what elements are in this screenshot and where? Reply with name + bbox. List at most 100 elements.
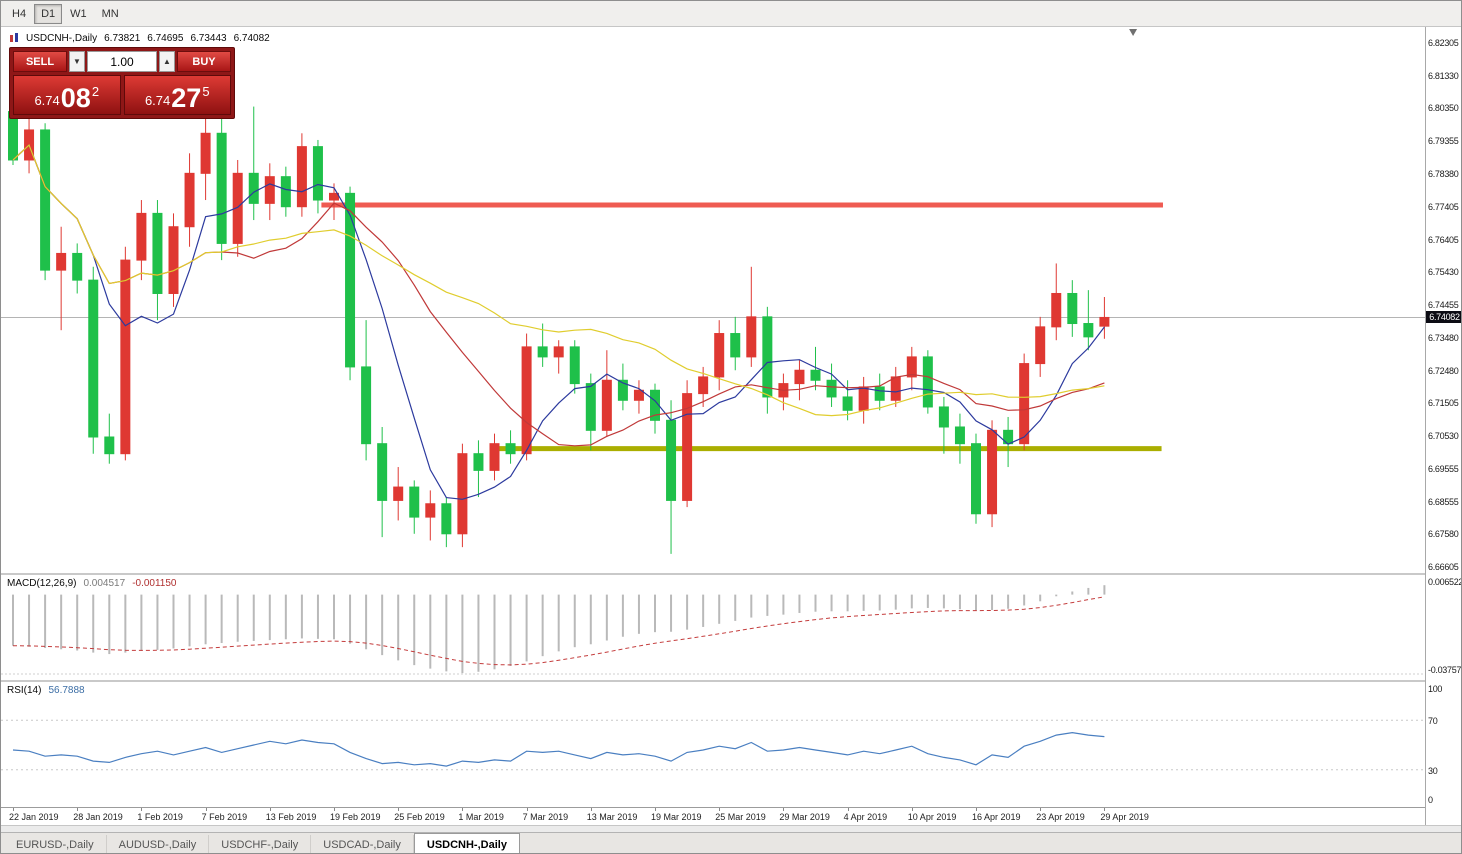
timeframe-button-d1[interactable]: D1 xyxy=(34,3,63,24)
rsi-axis-label: 0 xyxy=(1428,795,1433,805)
macd-chart[interactable] xyxy=(1,575,1425,680)
horizontal-scrollbar[interactable] xyxy=(1,825,1461,833)
bearish-candle xyxy=(762,316,773,398)
bullish-candle xyxy=(56,252,67,271)
price-axis-label: 6.82305 xyxy=(1428,38,1459,48)
bearish-candle xyxy=(473,453,484,471)
ohlc-close: 6.74082 xyxy=(233,33,270,44)
volume-increase-button[interactable]: ▲ xyxy=(159,51,175,72)
current-price-badge: 6.74082 xyxy=(1426,311,1461,324)
price-axis-label: 6.80350 xyxy=(1428,103,1459,114)
bullish-candle xyxy=(601,379,612,431)
time-axis-tick xyxy=(783,808,785,811)
tab-usdcad[interactable]: USDCAD-,Daily xyxy=(311,835,414,853)
price-axis-label: 6.72480 xyxy=(1428,365,1459,376)
bullish-candle xyxy=(393,486,404,501)
bearish-candle xyxy=(361,366,372,445)
price-axis-label: 6.78380 xyxy=(1428,169,1459,179)
bullish-candle xyxy=(168,226,179,294)
time-axis-label: 19 Mar 2019 xyxy=(651,812,702,822)
tab-eurusd[interactable]: EURUSD-,Daily xyxy=(4,835,107,853)
bullish-candle xyxy=(232,172,243,244)
bearish-candle xyxy=(152,212,163,294)
bullish-candle xyxy=(714,333,725,378)
volume-input[interactable] xyxy=(87,51,157,72)
buy-price-sup: 5 xyxy=(202,84,210,99)
bullish-candle xyxy=(987,429,998,515)
ohlc-low: 6.73443 xyxy=(190,33,227,44)
bearish-candle xyxy=(280,176,291,208)
bullish-candle xyxy=(200,132,211,174)
time-axis-tick xyxy=(911,808,913,811)
buy-price-display[interactable]: 6.74 27 5 xyxy=(123,75,231,115)
price-axis-label: 6.74455 xyxy=(1428,300,1459,310)
time-axis-label: 1 Mar 2019 xyxy=(458,812,504,822)
bullish-candle xyxy=(457,453,468,535)
rsi-axis-label: 30 xyxy=(1428,765,1438,776)
sell-price-display[interactable]: 6.74 08 2 xyxy=(13,75,121,115)
rsi-line xyxy=(12,731,1105,767)
time-axis-label: 19 Feb 2019 xyxy=(330,812,381,822)
time-axis-label: 25 Feb 2019 xyxy=(394,812,445,822)
bullish-candle xyxy=(746,316,757,358)
time-axis-label: 7 Feb 2019 xyxy=(201,812,248,822)
bearish-candle xyxy=(874,386,885,401)
bullish-candle xyxy=(184,172,195,228)
slow-ma-line xyxy=(12,143,1105,417)
caret-up-icon: ▲ xyxy=(163,57,171,66)
rsi-value: 56.7888 xyxy=(48,685,85,696)
time-axis-label: 10 Apr 2019 xyxy=(907,812,957,822)
tab-audusd[interactable]: AUDUSD-,Daily xyxy=(107,835,210,853)
rsi-axis-label: 70 xyxy=(1428,716,1438,727)
bullish-candle xyxy=(264,176,275,204)
bearish-candle xyxy=(537,346,548,358)
bullish-candle xyxy=(794,369,805,385)
price-axis-label: 6.81330 xyxy=(1428,70,1459,81)
bullish-candle xyxy=(1035,326,1046,365)
bullish-candle xyxy=(1099,316,1110,327)
time-axis-tick xyxy=(269,808,271,811)
sell-button[interactable]: SELL xyxy=(13,51,67,72)
candlestick-chart[interactable] xyxy=(1,27,1425,573)
bearish-candle xyxy=(938,406,949,428)
sell-price-prefix: 6.74 xyxy=(34,93,60,108)
timeframe-button-h4[interactable]: H4 xyxy=(5,4,33,24)
macd-axis-min: -0.03757 xyxy=(1428,665,1462,675)
price-axis-label: 6.73480 xyxy=(1428,332,1459,343)
time-axis-tick xyxy=(141,808,143,811)
caret-down-icon: ▼ xyxy=(73,57,81,66)
sell-price-big: 08 xyxy=(60,83,91,113)
time-axis-tick xyxy=(205,808,207,811)
price-axis-label: 6.75430 xyxy=(1428,267,1459,278)
rsi-chart[interactable] xyxy=(1,682,1425,807)
buy-button[interactable]: BUY xyxy=(177,51,231,72)
rsi-panel: RSI(14) 56.7888 xyxy=(1,682,1425,807)
bearish-candle xyxy=(826,379,837,398)
time-axis-tick xyxy=(334,808,335,811)
time-axis-tick xyxy=(1104,808,1106,811)
bearish-candle xyxy=(88,279,99,438)
price-axis-label: 6.70530 xyxy=(1428,431,1459,441)
bullish-candle xyxy=(890,376,901,401)
bullish-candle xyxy=(698,376,709,395)
chart-icon xyxy=(9,33,19,44)
fast-ma-line xyxy=(12,143,1105,500)
tab-usdcnh[interactable]: USDCNH-,Daily xyxy=(413,833,520,853)
time-axis-label: 4 Apr 2019 xyxy=(843,812,888,822)
timeframe-button-w1[interactable]: W1 xyxy=(63,4,94,24)
bearish-candle xyxy=(810,369,821,381)
macd-signal-line xyxy=(12,596,1105,666)
time-axis-label: 7 Mar 2019 xyxy=(522,812,569,822)
bullish-candle xyxy=(553,346,564,358)
price-axis[interactable]: 6.82305 6.81330 6.80350 6.79355 6.78380 6.774… xyxy=(1425,27,1462,825)
timeframe-button-mn[interactable]: MN xyxy=(95,4,126,24)
tab-usdchf[interactable]: USDCHF-,Daily xyxy=(209,835,312,853)
time-axis[interactable]: 22 Jan 2019 28 Jan 2019 1 Feb 2019 7 Feb 20… xyxy=(1,807,1425,826)
price-axis-label: 6.76405 xyxy=(1428,234,1459,245)
medium-ma-line xyxy=(12,143,1105,447)
time-axis-tick xyxy=(590,808,592,811)
volume-decrease-button[interactable]: ▼ xyxy=(69,51,85,72)
bearish-candle xyxy=(40,129,51,271)
price-axis-label: 6.66605 xyxy=(1428,562,1459,572)
